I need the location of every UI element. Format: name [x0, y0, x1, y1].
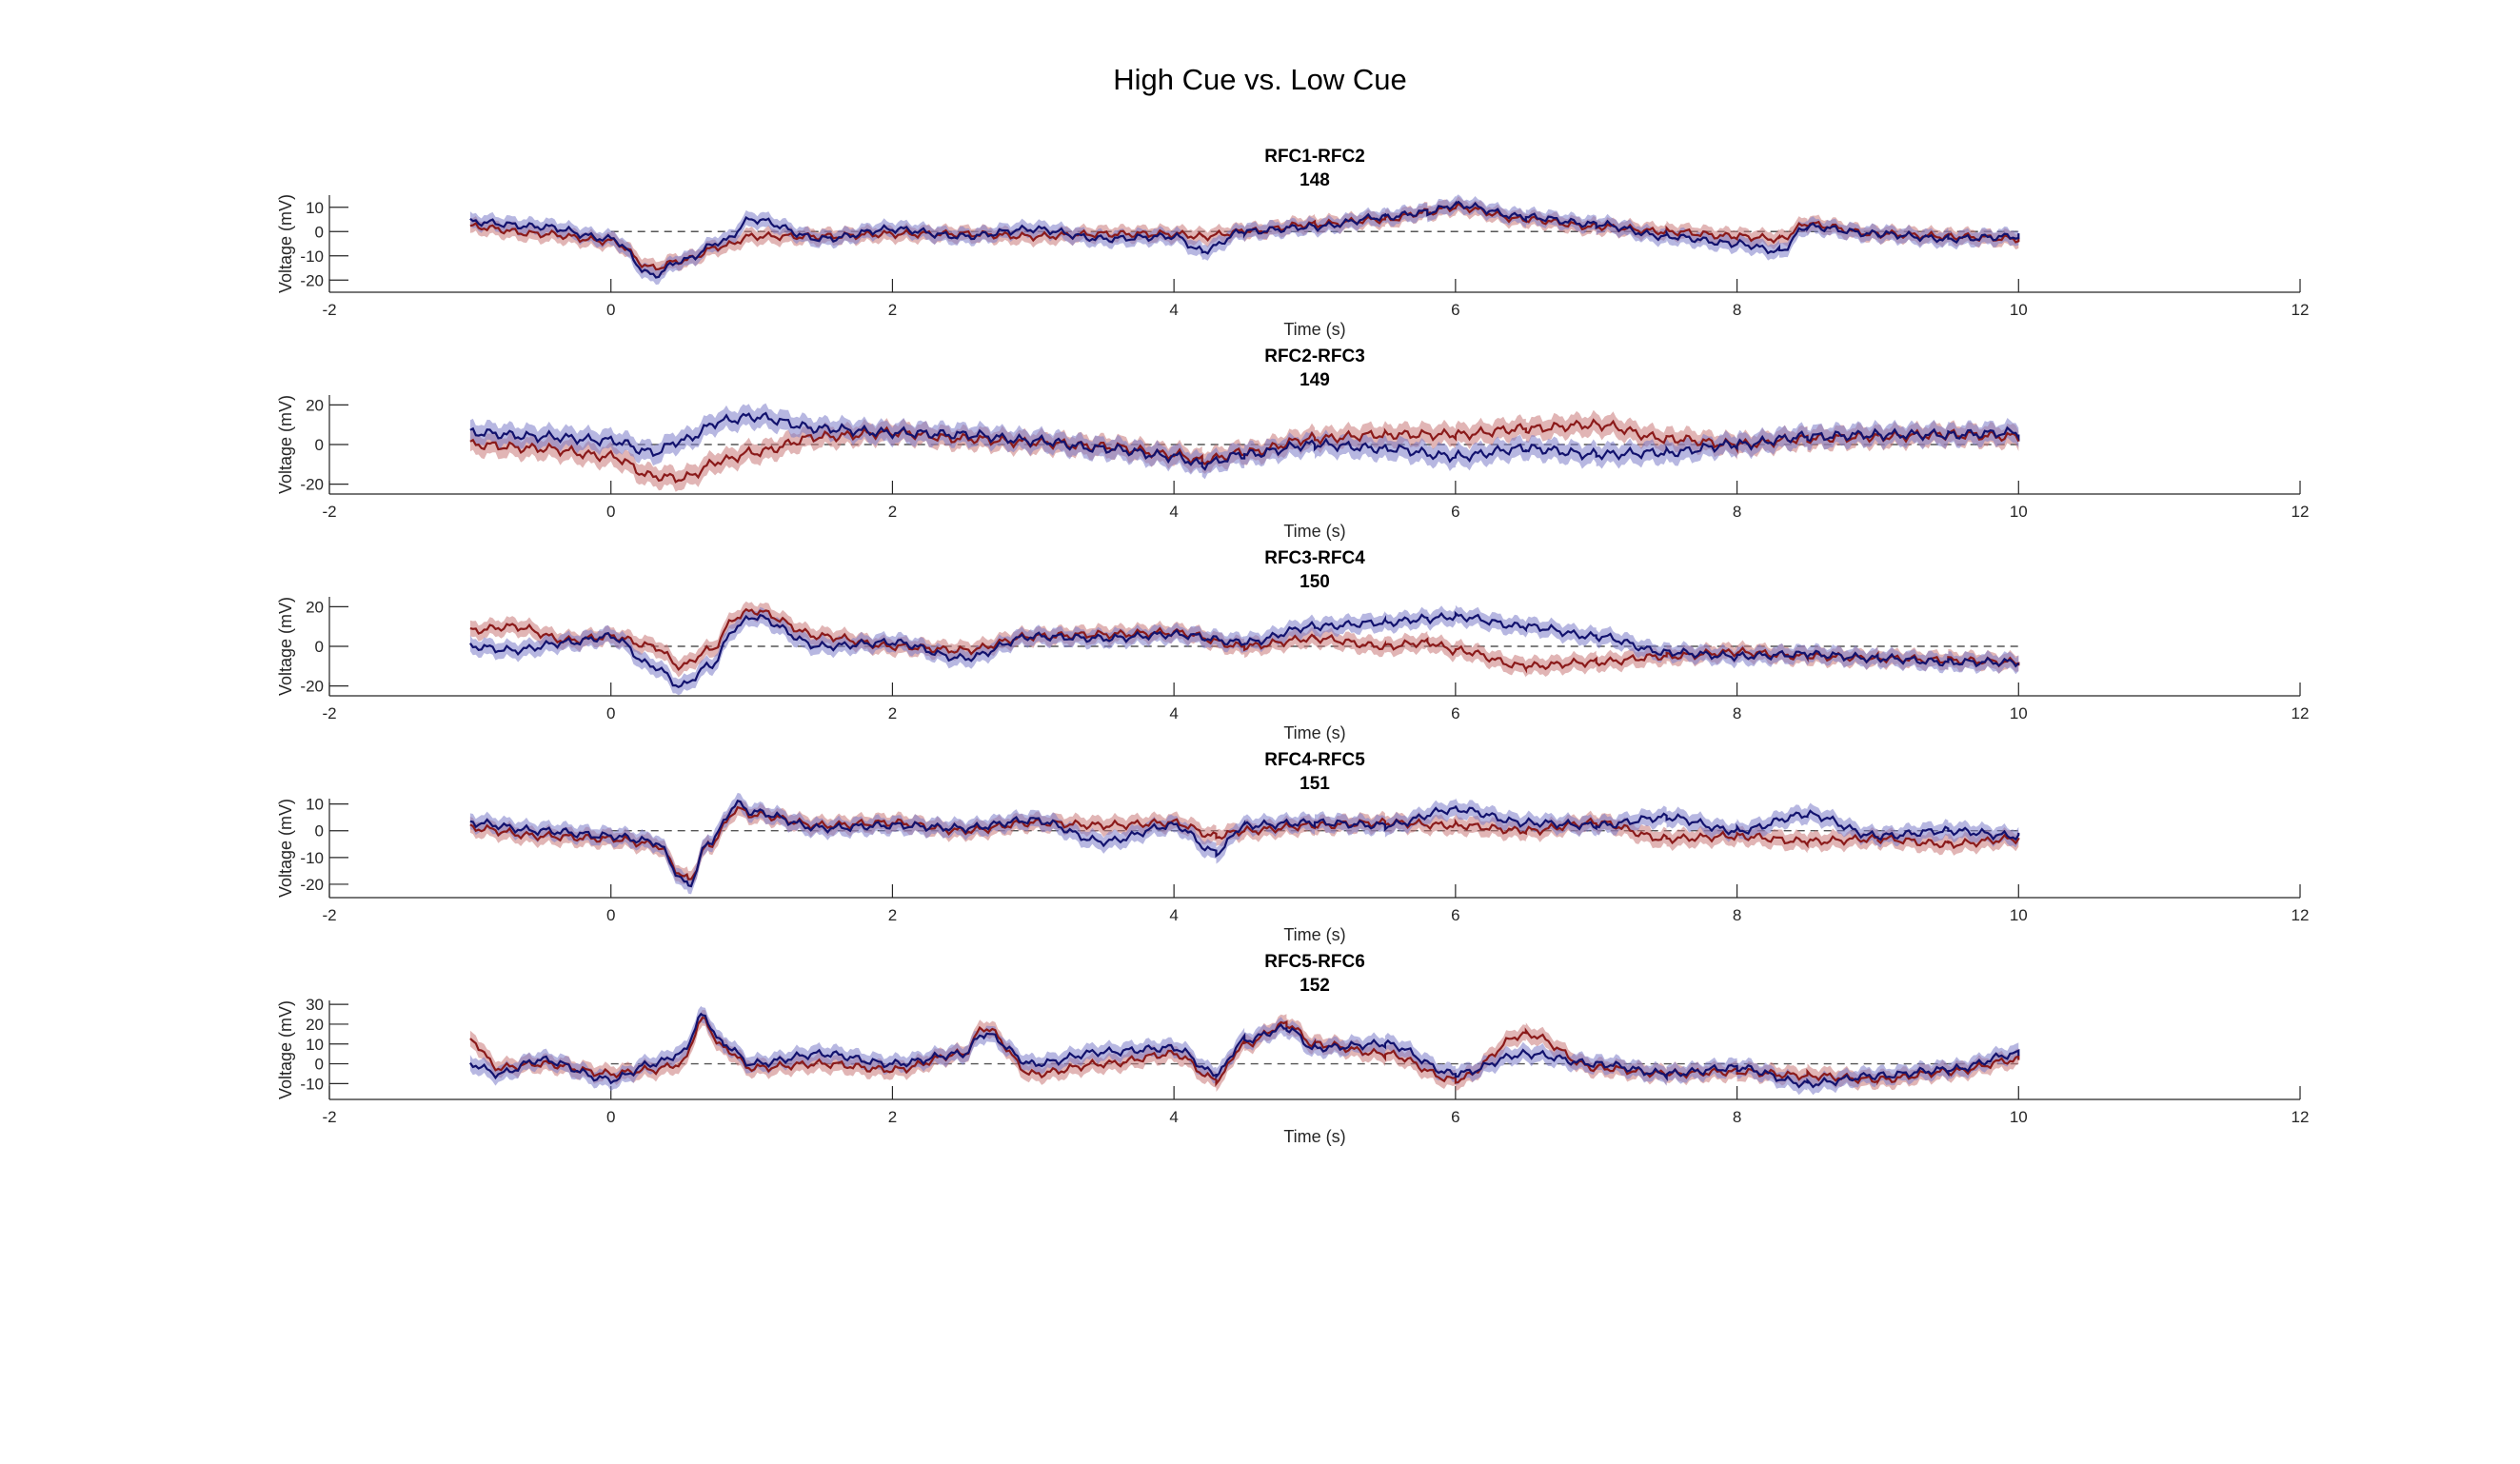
low-cue-series-line [469, 411, 2020, 471]
y-axis-label: Voltage (mV) [276, 194, 295, 293]
low-cue-series-line [469, 610, 2020, 689]
low-cue-series-line [468, 1012, 2020, 1089]
high-cue-series-line [469, 805, 2020, 880]
low-cue-series-line [469, 799, 2020, 888]
x-tick-label: 4 [1169, 301, 1178, 319]
x-tick-label: 2 [888, 1108, 897, 1126]
x-tick-label: 12 [2292, 906, 2310, 924]
x-tick-label: -2 [322, 704, 336, 722]
subplot-subtitle: 151 [1300, 774, 1330, 794]
high-cue-series-line [469, 607, 2020, 674]
x-tick-label: 0 [606, 704, 615, 722]
x-tick-label: -2 [322, 1108, 336, 1126]
x-tick-label: 2 [888, 301, 897, 319]
x-tick-label: 0 [606, 301, 615, 319]
subplot-subtitle: 152 [1300, 976, 1330, 996]
x-tick-label: -2 [322, 503, 336, 521]
subplot-title: RFC3-RFC4 [1264, 548, 1365, 568]
y-tick-label: -20 [300, 476, 324, 494]
y-tick-label: 20 [306, 598, 324, 616]
x-tick-label: 0 [606, 906, 615, 924]
x-tick-label: 10 [2010, 301, 2028, 319]
x-tick-label: 4 [1169, 1108, 1178, 1126]
y-axis-label: Voltage (mV) [276, 597, 295, 696]
x-tick-label: 4 [1169, 704, 1178, 722]
subplot-subtitle: 148 [1300, 170, 1330, 190]
low-cue-sem-band [469, 792, 2019, 895]
x-tick-label: 12 [2292, 704, 2310, 722]
x-tick-label: 6 [1451, 1108, 1459, 1126]
subplot-title: RFC1-RFC2 [1264, 147, 1365, 167]
x-axis-label: Time (s) [1283, 723, 1345, 742]
x-tick-label: 8 [1733, 1108, 1741, 1126]
x-tick-label: 0 [606, 1108, 615, 1126]
x-tick-label: 10 [2010, 503, 2028, 521]
y-tick-label: -20 [300, 271, 324, 289]
y-tick-label: 0 [315, 1056, 324, 1074]
subplot-title: RFC2-RFC3 [1264, 346, 1365, 366]
x-tick-label: 12 [2292, 503, 2310, 521]
y-tick-label: 0 [315, 223, 324, 241]
x-tick-label: 8 [1733, 906, 1741, 924]
high-cue-series-line [469, 202, 2020, 271]
x-tick-label: 2 [888, 906, 897, 924]
y-tick-label: 20 [306, 396, 324, 414]
x-tick-label: 6 [1451, 906, 1459, 924]
x-tick-label: 2 [888, 503, 897, 521]
x-tick-label: 10 [2010, 906, 2028, 924]
x-tick-label: 12 [2292, 301, 2310, 319]
y-tick-label: 10 [306, 796, 324, 814]
x-axis-label: Time (s) [1283, 522, 1345, 541]
low-cue-series-line [469, 200, 2020, 279]
x-tick-label: -2 [322, 906, 336, 924]
x-tick-label: 0 [606, 503, 615, 521]
x-tick-label: 12 [2292, 1108, 2310, 1126]
x-tick-label: 10 [2010, 1108, 2028, 1126]
y-tick-label: 0 [315, 638, 324, 656]
x-tick-label: 8 [1733, 503, 1741, 521]
y-tick-label: 10 [306, 1036, 324, 1054]
y-tick-label: -20 [300, 678, 324, 696]
figure-title: High Cue vs. Low Cue [1113, 63, 1407, 96]
y-tick-label: 0 [315, 822, 324, 841]
y-tick-label: -20 [300, 876, 324, 894]
y-axis-label: Voltage (mV) [276, 799, 295, 898]
x-tick-label: 10 [2010, 704, 2028, 722]
low-cue-sem-band [469, 403, 2019, 480]
x-axis-label: Time (s) [1283, 320, 1345, 339]
x-axis-label: Time (s) [1283, 1127, 1345, 1146]
subplot-title: RFC5-RFC6 [1264, 952, 1365, 972]
low-cue-sem-band [469, 194, 2019, 286]
subplot-title: RFC4-RFC5 [1264, 750, 1365, 770]
y-tick-label: 30 [306, 996, 324, 1014]
y-tick-label: -10 [300, 247, 324, 266]
y-tick-label: 10 [306, 199, 324, 217]
y-tick-label: -10 [300, 849, 324, 867]
x-tick-label: -2 [322, 301, 336, 319]
x-axis-label: Time (s) [1283, 925, 1345, 944]
y-axis-label: Voltage (mV) [276, 1000, 295, 1099]
x-tick-label: 6 [1451, 704, 1459, 722]
y-axis-label: Voltage (mV) [276, 395, 295, 494]
x-tick-label: 2 [888, 704, 897, 722]
x-tick-label: 8 [1733, 301, 1741, 319]
x-tick-label: 8 [1733, 704, 1741, 722]
x-tick-label: 4 [1169, 906, 1178, 924]
x-tick-label: 6 [1451, 301, 1459, 319]
y-tick-label: 0 [315, 436, 324, 454]
y-tick-label: -10 [300, 1075, 324, 1093]
subplot-subtitle: 150 [1300, 572, 1330, 592]
subplot-subtitle: 149 [1300, 370, 1330, 390]
x-tick-label: 4 [1169, 503, 1178, 521]
y-tick-label: 20 [306, 1016, 324, 1034]
x-tick-label: 6 [1451, 503, 1459, 521]
